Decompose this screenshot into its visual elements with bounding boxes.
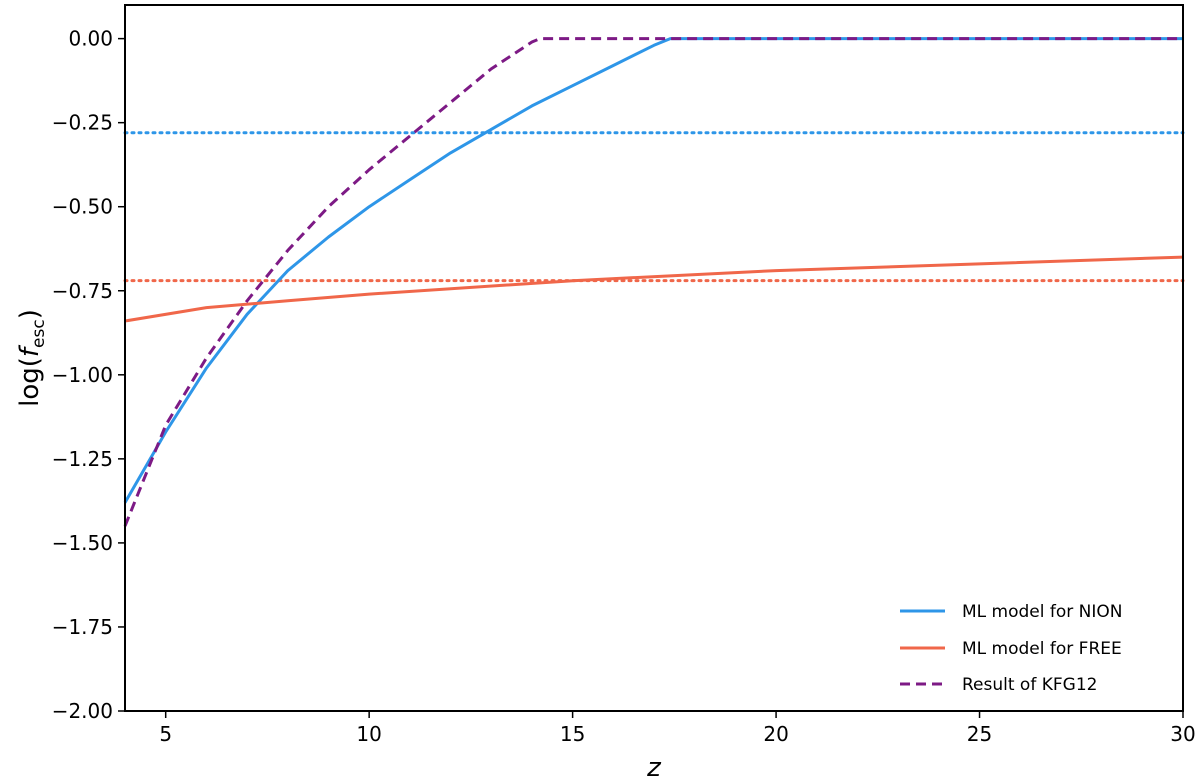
y-tick-label: −0.25	[52, 111, 113, 135]
legend-label-nion: ML model for NION	[962, 602, 1123, 622]
series-line-0	[123, 37, 1183, 504]
x-tick-label: 25	[967, 722, 992, 746]
x-tick-label: 30	[1170, 722, 1195, 746]
x-tick-label: 20	[763, 722, 788, 746]
y-tick-label: −1.25	[52, 447, 113, 471]
series-line-2	[123, 37, 1183, 527]
x-tick-label: 15	[560, 722, 585, 746]
y-tick-label: −1.00	[52, 363, 113, 387]
legend: ML model for NION ML model for FREE Resu…	[900, 602, 1123, 695]
y-tick-label: −0.50	[52, 195, 113, 219]
y-axis-ticks: 0.00 −0.25 −0.50 −0.75 −1.00 −1.25 −1.50 −1.75 −…	[52, 27, 125, 723]
legend-label-kfg12: Result of KFG12	[962, 675, 1097, 695]
legend-label-free: ML model for FREE	[962, 639, 1122, 659]
x-tick-label: 5	[159, 722, 172, 746]
series-lines	[123, 37, 1184, 527]
y-tick-label: −1.50	[52, 531, 113, 555]
y-tick-label: −2.00	[52, 699, 113, 723]
series-line-1	[124, 255, 1184, 323]
y-tick-label: −0.75	[52, 279, 113, 303]
plot-frame	[124, 4, 1184, 712]
x-axis-ticks: 5 10 15 20 25 30	[159, 711, 1196, 746]
y-tick-label: 0.00	[68, 27, 113, 51]
x-axis-label: z	[646, 753, 662, 781]
reference-lines	[123, 131, 1185, 283]
x-tick-label: 10	[356, 722, 381, 746]
y-tick-label: −1.75	[52, 615, 113, 639]
y-axis-label: log(fesc)	[15, 309, 49, 407]
